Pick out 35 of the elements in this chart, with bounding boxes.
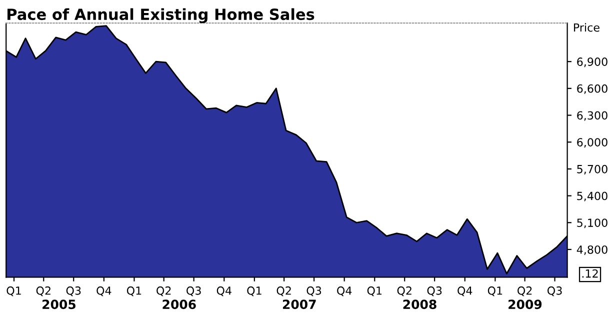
x-tick-label: Q3 [66,286,81,296]
x-tick-label: Q2 [156,286,171,296]
x-tick-label: Q2 [36,286,50,296]
x-tick-label: Q1 [6,286,21,296]
text: 2005 [42,300,76,310]
x-tick-label: Q3 [427,286,442,296]
x-tick-label: Q1 [126,286,142,296]
x-tick-label: Q2 [276,286,291,296]
x-tick-label: Q2 [397,286,412,296]
y-tick-label: 5,400 [577,192,608,202]
x-tick-label: Q4 [458,286,472,296]
text: 2009 [508,300,542,310]
x-tick-label: Q4 [96,286,112,296]
y-tick-label: 5,100 [577,218,608,228]
x-tick-label: Q1 [367,286,382,296]
x-tick-label: Q4 [337,286,352,296]
x-tick-label: Q3 [548,286,562,296]
y-tick-label: 5,700 [577,164,608,174]
x-tick-label: Q4 [216,286,232,296]
x-tick-label: Q3 [306,286,322,296]
y-tick-label: 6,600 [577,84,608,94]
x-tick-label: Q1 [247,286,262,296]
text: 2006 [162,300,196,310]
x-tick-label: Q3 [186,286,201,296]
y-tick-label: 4,800 [576,245,608,255]
text: 2007 [282,300,316,310]
y-tick-label: 6,900 [577,58,608,68]
annotation: .12 [582,269,598,278]
chart-title: Pace of Annual Existing Home Sales [8,8,314,24]
y-tick-label: 6,000 [577,138,608,148]
y-axis-title: Price [574,23,600,32]
x-tick-label: Q2 [518,286,532,296]
y-tick-label: 6,300 [577,111,608,121]
text: 2008 [403,300,436,310]
x-tick-label: Q1 [488,286,502,296]
